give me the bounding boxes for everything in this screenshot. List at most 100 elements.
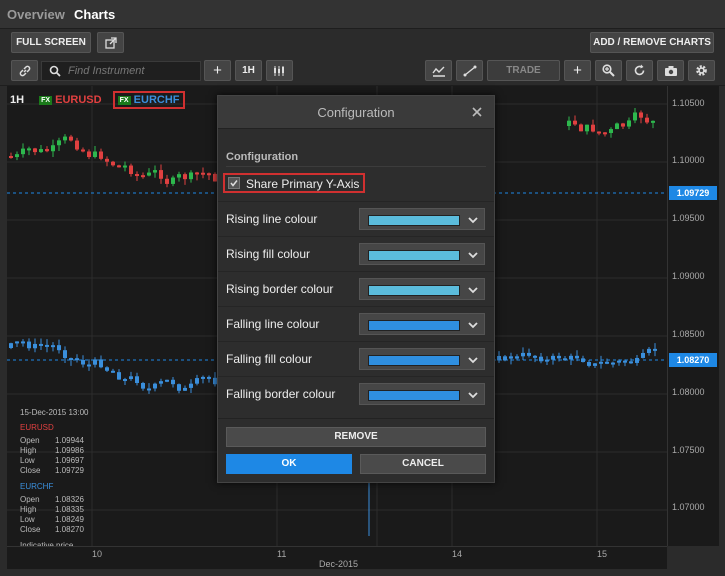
eurusd-candle <box>195 172 199 175</box>
eurchf-candle <box>533 355 537 358</box>
eurchf-candle <box>111 370 115 373</box>
eurusd-candle <box>579 124 583 132</box>
settings-button[interactable] <box>688 60 715 81</box>
eurusd-candle <box>9 156 13 158</box>
tab-charts[interactable]: Charts <box>74 7 116 22</box>
popout-button[interactable] <box>97 32 124 53</box>
colour-dropdown[interactable] <box>359 313 485 335</box>
eurchf-candle <box>45 344 49 347</box>
section-heading: Configuration <box>226 151 299 163</box>
x-tick-label: 10 <box>92 549 103 559</box>
close-button[interactable] <box>472 103 482 120</box>
colour-dropdown[interactable] <box>359 348 485 370</box>
colour-dropdown[interactable] <box>359 383 485 405</box>
colour-row-label: Rising line colour <box>226 212 318 226</box>
eurchf-candle <box>569 355 573 360</box>
eurchf-candle <box>141 383 145 389</box>
y-tick-label: 1.10000 <box>672 155 705 165</box>
colour-dropdown[interactable] <box>359 208 485 230</box>
eurchf-candle <box>81 359 85 365</box>
eurchf-candle <box>503 356 507 361</box>
eurusd-candle <box>567 120 571 126</box>
colour-dropdown[interactable] <box>359 278 485 300</box>
eurchf-candle <box>99 359 103 368</box>
colour-swatch <box>368 355 460 366</box>
eurchf-candle <box>69 358 73 361</box>
colour-row-falling-border: Falling border colour <box>218 376 494 411</box>
eurusd-candle <box>99 151 103 159</box>
top-tabs: Overview Charts <box>0 0 725 29</box>
eurchf-candle <box>135 376 139 384</box>
cancel-button[interactable]: CANCEL <box>360 454 486 474</box>
trade-button[interactable]: TRADE <box>487 60 560 81</box>
share-y-axis-option[interactable]: Share Primary Y-Axis <box>223 173 365 193</box>
gear-icon <box>696 65 707 76</box>
eurusd-candle <box>615 123 619 130</box>
share-y-axis-checkbox[interactable] <box>228 177 240 189</box>
instrument-search <box>41 61 201 81</box>
eurusd-candle <box>609 129 613 134</box>
add-remove-charts-button[interactable]: ADD / REMOVE CHARTS <box>590 32 714 53</box>
search-input[interactable] <box>68 62 198 80</box>
link-button[interactable] <box>11 60 38 81</box>
eurchf-candle <box>635 357 639 363</box>
section-divider <box>226 166 486 167</box>
candlestick-icon <box>273 66 284 76</box>
close-icon <box>472 107 482 117</box>
refresh-button[interactable] <box>626 60 653 81</box>
eurusd-candle <box>81 149 85 152</box>
y-tick-label: 1.09000 <box>672 271 705 281</box>
x-tick-label: 14 <box>452 549 463 559</box>
legend-interval: 1H <box>10 94 25 106</box>
info-label: Open <box>20 495 40 504</box>
eurusd-candle <box>621 123 625 127</box>
x-axis[interactable]: 10 11 14 15 Dec-2015 <box>7 546 667 569</box>
eurusd-candle <box>213 173 217 182</box>
eurusd-candle <box>201 172 205 175</box>
indicators-button[interactable] <box>425 60 452 81</box>
interval-button[interactable]: 1H <box>235 60 262 81</box>
eurchf-candle <box>117 372 121 380</box>
tab-overview[interactable]: Overview <box>7 7 65 22</box>
info-date: 15-Dec-2015 13:00 <box>20 408 89 417</box>
full-screen-button[interactable]: FULL SCREEN <box>11 32 91 53</box>
eurchf-candle <box>105 367 109 371</box>
legend-eurchf-box[interactable]: FX EURCHF <box>112 91 185 109</box>
trendline-icon <box>463 65 476 77</box>
chevron-down-icon <box>468 316 478 333</box>
chart-type-button[interactable] <box>266 60 293 81</box>
eurchf-candle <box>183 387 187 391</box>
eurchf-candle <box>605 361 609 364</box>
crosshair-button[interactable]: + <box>564 60 591 81</box>
colour-swatch <box>368 390 460 401</box>
colour-dropdown[interactable] <box>359 243 485 265</box>
trendline-button[interactable] <box>456 60 483 81</box>
colour-row-falling-line: Falling line colour <box>218 306 494 341</box>
add-instrument-button[interactable]: + <box>204 60 231 81</box>
eurusd-candle <box>597 131 601 134</box>
eurusd-candle <box>633 112 637 121</box>
configuration-dialog: Configuration Configuration Share Primar… <box>217 95 495 483</box>
y-tick-label: 1.09500 <box>672 213 705 223</box>
eurchf-candle <box>521 352 525 357</box>
fx-badge-eurchf: FX <box>117 95 131 105</box>
info-label: Low <box>20 515 35 524</box>
eurchf-candle <box>153 383 157 389</box>
eurchf-candle <box>87 364 91 367</box>
zoom-button[interactable] <box>595 60 622 81</box>
eurusd-candle <box>651 120 655 123</box>
eurchf-candle <box>623 360 627 363</box>
screenshot-button[interactable] <box>657 60 684 81</box>
eurusd-candle <box>75 140 79 150</box>
y-axis[interactable]: 1.10500 1.10000 1.09500 1.09000 1.08500 … <box>667 86 719 546</box>
eurchf-candle <box>593 363 597 366</box>
eurusd-candle <box>129 165 133 175</box>
ohlc-info-panel: 15-Dec-2015 13:00 EURUSD Open 1.09944 Hig… <box>20 408 120 551</box>
zoom-icon <box>602 64 615 77</box>
ok-button[interactable]: OK <box>226 454 352 474</box>
remove-button[interactable]: REMOVE <box>226 427 486 447</box>
eurusd-candle <box>645 117 649 123</box>
legend-eurusd[interactable]: EURUSD <box>55 94 102 106</box>
link-icon <box>19 65 30 77</box>
eurusd-candle <box>153 170 157 173</box>
